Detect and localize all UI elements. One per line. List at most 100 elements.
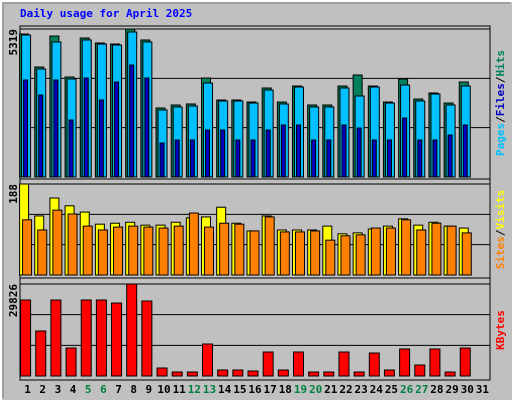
x-tick-label: 12: [188, 383, 201, 396]
bar: [399, 348, 411, 377]
x-tick-label: 16: [248, 383, 262, 396]
x-tick-label: 22: [339, 383, 352, 396]
x-tick-label: 17: [264, 383, 277, 396]
bar: [126, 283, 138, 377]
x-tick-label: 23: [355, 383, 368, 396]
bar: [429, 348, 441, 377]
bar: [265, 129, 271, 178]
bar: [295, 124, 301, 178]
bar: [262, 351, 274, 377]
legend-separator: /: [494, 116, 507, 123]
legend-separator: /: [494, 229, 507, 236]
bar: [50, 299, 62, 377]
x-tick-label: 4: [70, 383, 77, 396]
bar: [370, 227, 381, 276]
bar: [37, 229, 48, 276]
bar: [279, 231, 290, 276]
bar: [340, 235, 351, 276]
bar: [371, 139, 377, 178]
bar: [385, 227, 396, 276]
bar: [249, 230, 260, 276]
bar: [23, 79, 29, 178]
legend-entry: Visits: [494, 190, 507, 230]
bar: [173, 225, 184, 276]
bar: [217, 369, 229, 377]
x-tick-label: 5: [85, 383, 92, 396]
legend: Pages/Files/Hits: [494, 50, 507, 156]
bar: [280, 124, 286, 178]
x-tick-label: 31: [476, 383, 490, 396]
legend: KBytes: [494, 310, 507, 350]
x-tick-label: 8: [130, 383, 137, 396]
bar: [158, 227, 169, 276]
x-tick-label: 2: [39, 383, 46, 396]
bar: [80, 299, 92, 377]
x-tick-label: 11: [173, 383, 187, 396]
bar: [356, 127, 362, 178]
bar: [95, 299, 107, 377]
x-tick-label: 14: [218, 383, 232, 396]
bar: [186, 371, 198, 377]
y-tick-label: 5319: [7, 29, 20, 56]
bar: [52, 209, 63, 276]
bar: [386, 139, 392, 178]
bar: [461, 232, 472, 276]
bar: [38, 94, 44, 178]
bar: [128, 225, 139, 276]
x-tick-label: 25: [385, 383, 398, 396]
bar: [111, 302, 123, 377]
bar: [188, 212, 199, 276]
bar: [383, 369, 395, 377]
y-tick-label: 29826: [7, 284, 20, 317]
bar: [129, 64, 135, 178]
x-tick-label: 24: [370, 383, 384, 396]
bar: [417, 139, 423, 178]
bar: [67, 213, 78, 276]
bar: [310, 230, 321, 276]
legend-separator: /: [494, 76, 507, 83]
bar: [98, 99, 104, 178]
bar: [264, 216, 275, 276]
y-tick-label: 188: [7, 184, 20, 204]
x-tick-label: 1: [24, 383, 31, 396]
bar: [205, 129, 211, 178]
bar: [220, 129, 226, 178]
bar: [159, 142, 165, 178]
bar: [53, 79, 59, 178]
bar: [277, 369, 289, 377]
bar: [311, 139, 317, 178]
bar: [294, 231, 305, 276]
bar: [82, 225, 93, 276]
x-tick-label: 13: [203, 383, 216, 396]
x-tick-label: 3: [55, 383, 62, 396]
x-tick-label: 15: [233, 383, 246, 396]
x-tick-label: 26: [400, 383, 414, 396]
legend: Sites/Visits: [494, 190, 507, 270]
bar: [308, 371, 320, 377]
bar: [338, 351, 350, 377]
x-tick-label: 9: [146, 383, 153, 396]
x-tick-label: 20: [309, 383, 322, 396]
bar: [141, 300, 153, 377]
bar: [368, 352, 380, 377]
bar: [68, 119, 74, 178]
x-tick-label: 6: [100, 383, 107, 396]
bar: [414, 364, 426, 377]
bar: [401, 219, 412, 276]
bar: [416, 229, 427, 276]
bar: [234, 223, 245, 276]
x-tick-label: 30: [461, 383, 474, 396]
bar: [235, 139, 241, 178]
bar: [189, 139, 195, 178]
bar: [156, 367, 168, 377]
x-tick-label: 7: [115, 383, 122, 396]
bar: [447, 134, 453, 178]
bar: [432, 139, 438, 178]
bar: [20, 299, 32, 377]
x-tick-label: 21: [324, 383, 338, 396]
bar: [232, 369, 244, 377]
x-tick-label: 19: [294, 383, 307, 396]
bar: [341, 124, 347, 178]
